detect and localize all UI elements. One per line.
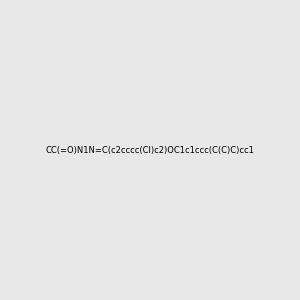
Text: CC(=O)N1N=C(c2cccc(Cl)c2)OC1c1ccc(C(C)C)cc1: CC(=O)N1N=C(c2cccc(Cl)c2)OC1c1ccc(C(C)C)… bbox=[46, 146, 254, 154]
